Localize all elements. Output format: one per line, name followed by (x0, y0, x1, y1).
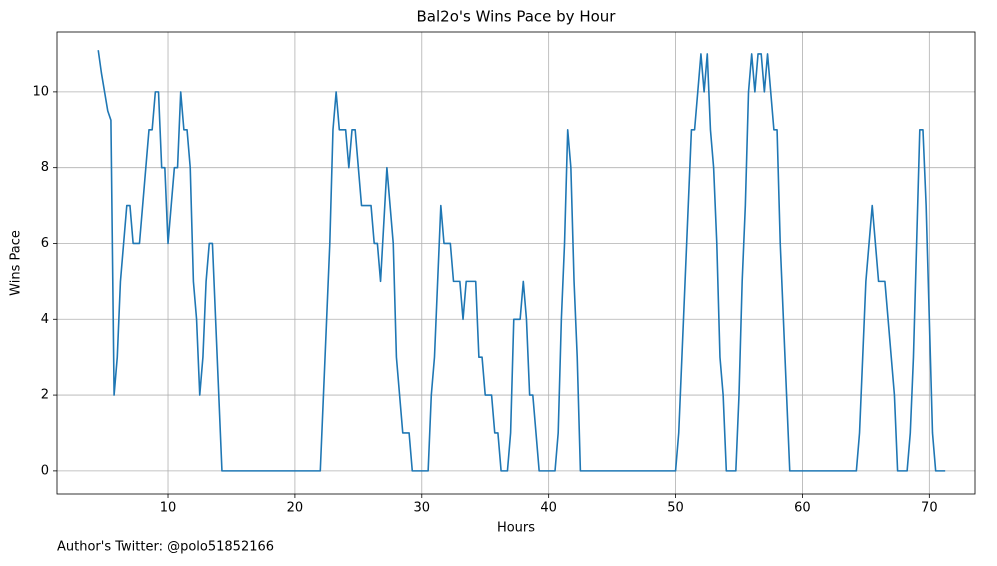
x-tick-label: 70 (921, 501, 938, 516)
chart-title: Bal2o's Wins Pace by Hour (417, 8, 617, 26)
y-axis-label: Wins Pace (9, 230, 24, 296)
y-tick-label: 10 (32, 84, 49, 99)
x-tick-label: 60 (794, 501, 811, 516)
y-tick-label: 0 (41, 463, 49, 478)
plot-frame (56, 31, 976, 495)
x-tick-label: 10 (160, 501, 177, 516)
y-tick-label: 8 (41, 160, 49, 175)
x-tick-label: 30 (414, 501, 431, 516)
x-axis-label: Hours (497, 521, 535, 536)
x-tick-label: 20 (287, 501, 304, 516)
y-tick-label: 4 (41, 312, 49, 327)
footer: Author's Twitter: @polo51852166 (57, 540, 274, 555)
x-tick-label: 40 (540, 501, 557, 516)
line (97, 50, 946, 472)
x-tick-label: 50 (667, 501, 684, 516)
y-tick-label: 2 (41, 388, 49, 403)
y-tick-label: 6 (41, 236, 49, 251)
